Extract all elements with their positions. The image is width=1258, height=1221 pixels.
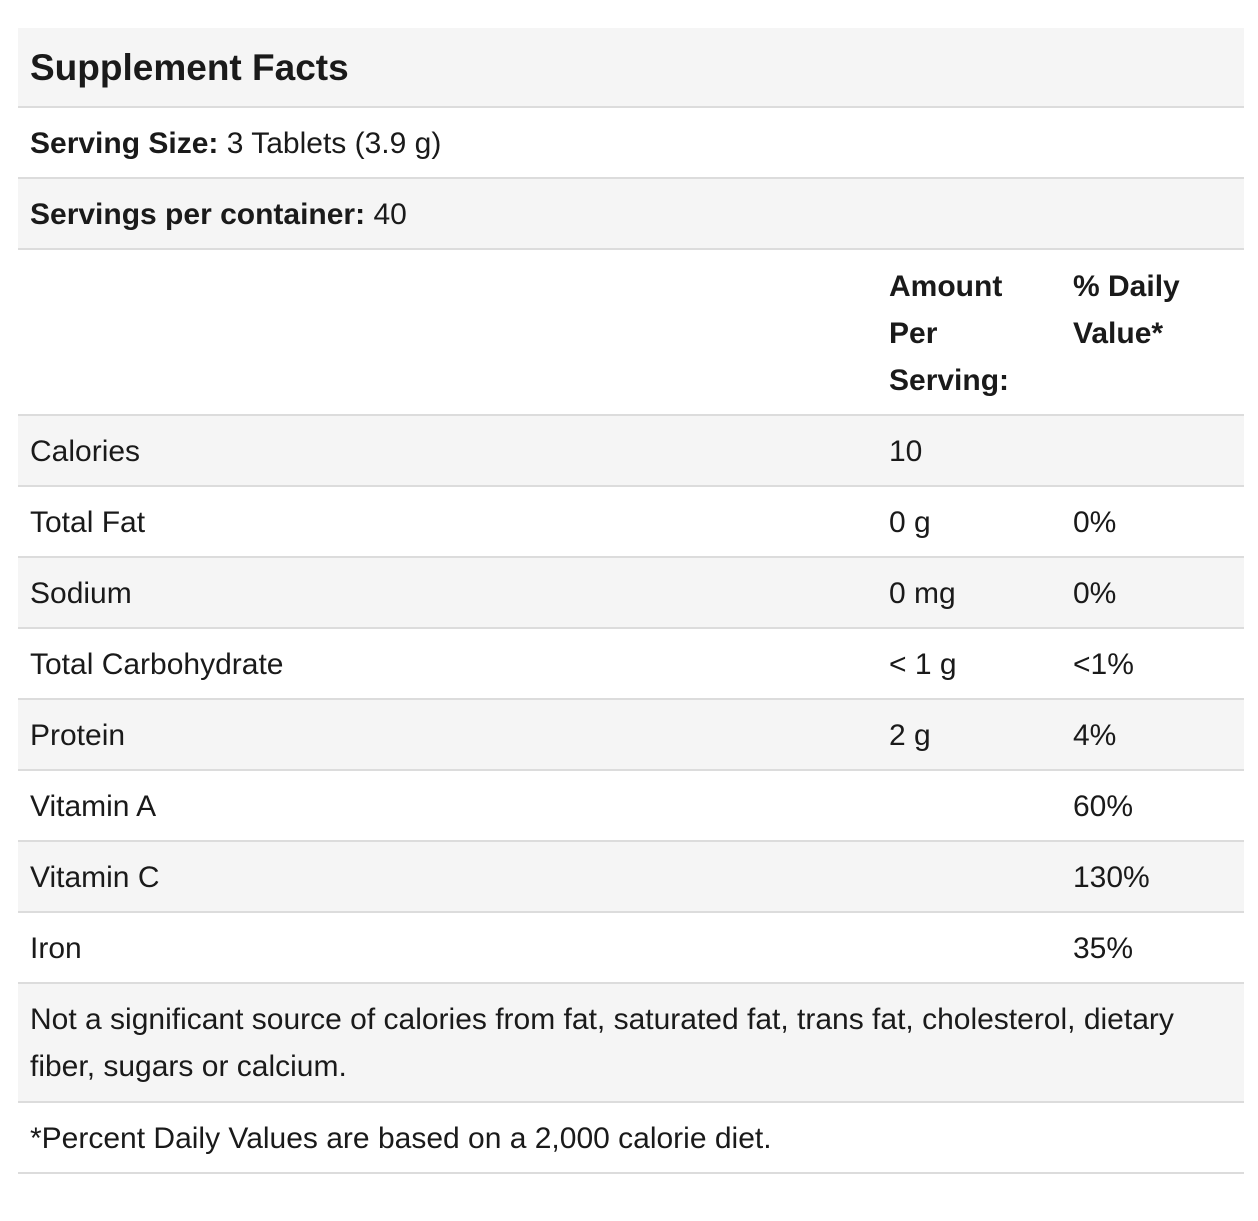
header-dv-line: Value* — [1073, 317, 1164, 350]
table-row: Calories 10 — [18, 416, 1244, 487]
nutrient-amount: 0 mg — [889, 577, 956, 610]
table-row: Iron 35% — [18, 913, 1244, 984]
nutrient-dv: 35% — [1073, 932, 1134, 965]
servings-per-container-label: Servings per container: — [30, 198, 366, 231]
header-daily-value: % Daily Value* — [1061, 263, 1244, 357]
table-row: Protein 2 g 4% — [18, 700, 1244, 771]
table-row: Vitamin C 130% — [18, 842, 1244, 913]
table-row: Sodium 0 mg 0% — [18, 558, 1244, 629]
header-amount-line: Per — [889, 317, 938, 350]
serving-size-value: 3 Tablets (3.9 g) — [226, 127, 442, 160]
nutrient-name: Vitamin A — [30, 790, 157, 823]
supplement-facts-table: Supplement Facts Serving Size: 3 Tablets… — [18, 28, 1244, 1174]
nutrient-dv: 0% — [1073, 506, 1117, 539]
header-amount-line: Serving: — [889, 364, 1010, 397]
servings-per-container: Servings per container: 40 — [18, 179, 407, 250]
nutrient-name: Protein — [30, 719, 126, 752]
nutrient-dv: 4% — [1073, 719, 1117, 752]
servings-per-container-value: 40 — [373, 198, 407, 231]
table-title: Supplement Facts — [30, 47, 349, 88]
header-amount-line: Amount — [889, 270, 1003, 303]
daily-value-footnote: *Percent Daily Values are based on a 2,0… — [30, 1122, 772, 1155]
nutrient-name: Total Carbohydrate — [30, 648, 284, 681]
nutrient-name: Total Fat — [30, 506, 146, 539]
nutrient-dv: 0% — [1073, 577, 1117, 610]
nutrient-name: Vitamin C — [30, 861, 160, 894]
servings-per-container-row: Servings per container: 40 — [18, 179, 1244, 250]
table-row: Vitamin A 60% — [18, 771, 1244, 842]
nutrient-name: Sodium — [30, 577, 132, 610]
note-row: Not a significant source of calories fro… — [18, 984, 1244, 1103]
footnote-row: *Percent Daily Values are based on a 2,0… — [18, 1103, 1244, 1174]
serving-size-label: Serving Size: — [30, 127, 219, 160]
nutrient-amount: < 1 g — [889, 648, 957, 681]
nutrient-dv: <1% — [1073, 648, 1134, 681]
serving-size: Serving Size: 3 Tablets (3.9 g) — [18, 108, 441, 179]
nutrient-dv: 60% — [1073, 790, 1134, 823]
serving-size-row: Serving Size: 3 Tablets (3.9 g) — [18, 108, 1244, 179]
nutrient-amount: 2 g — [889, 719, 931, 752]
header-dv-line: % Daily — [1073, 270, 1180, 303]
title-row: Supplement Facts — [18, 28, 1244, 108]
table-row: Total Carbohydrate < 1 g <1% — [18, 629, 1244, 700]
nutrient-dv: 130% — [1073, 861, 1150, 894]
column-header-row: Amount Per Serving: % Daily Value* — [18, 250, 1244, 416]
nutrient-amount: 10 — [889, 435, 923, 468]
table-row: Total Fat 0 g 0% — [18, 487, 1244, 558]
nutrient-name: Calories — [30, 435, 141, 468]
not-significant-source-note: Not a significant source of calories fro… — [30, 1003, 1174, 1083]
nutrient-amount: 0 g — [889, 506, 931, 539]
header-amount-per-serving: Amount Per Serving: — [877, 263, 1061, 404]
nutrient-name: Iron — [30, 932, 82, 965]
